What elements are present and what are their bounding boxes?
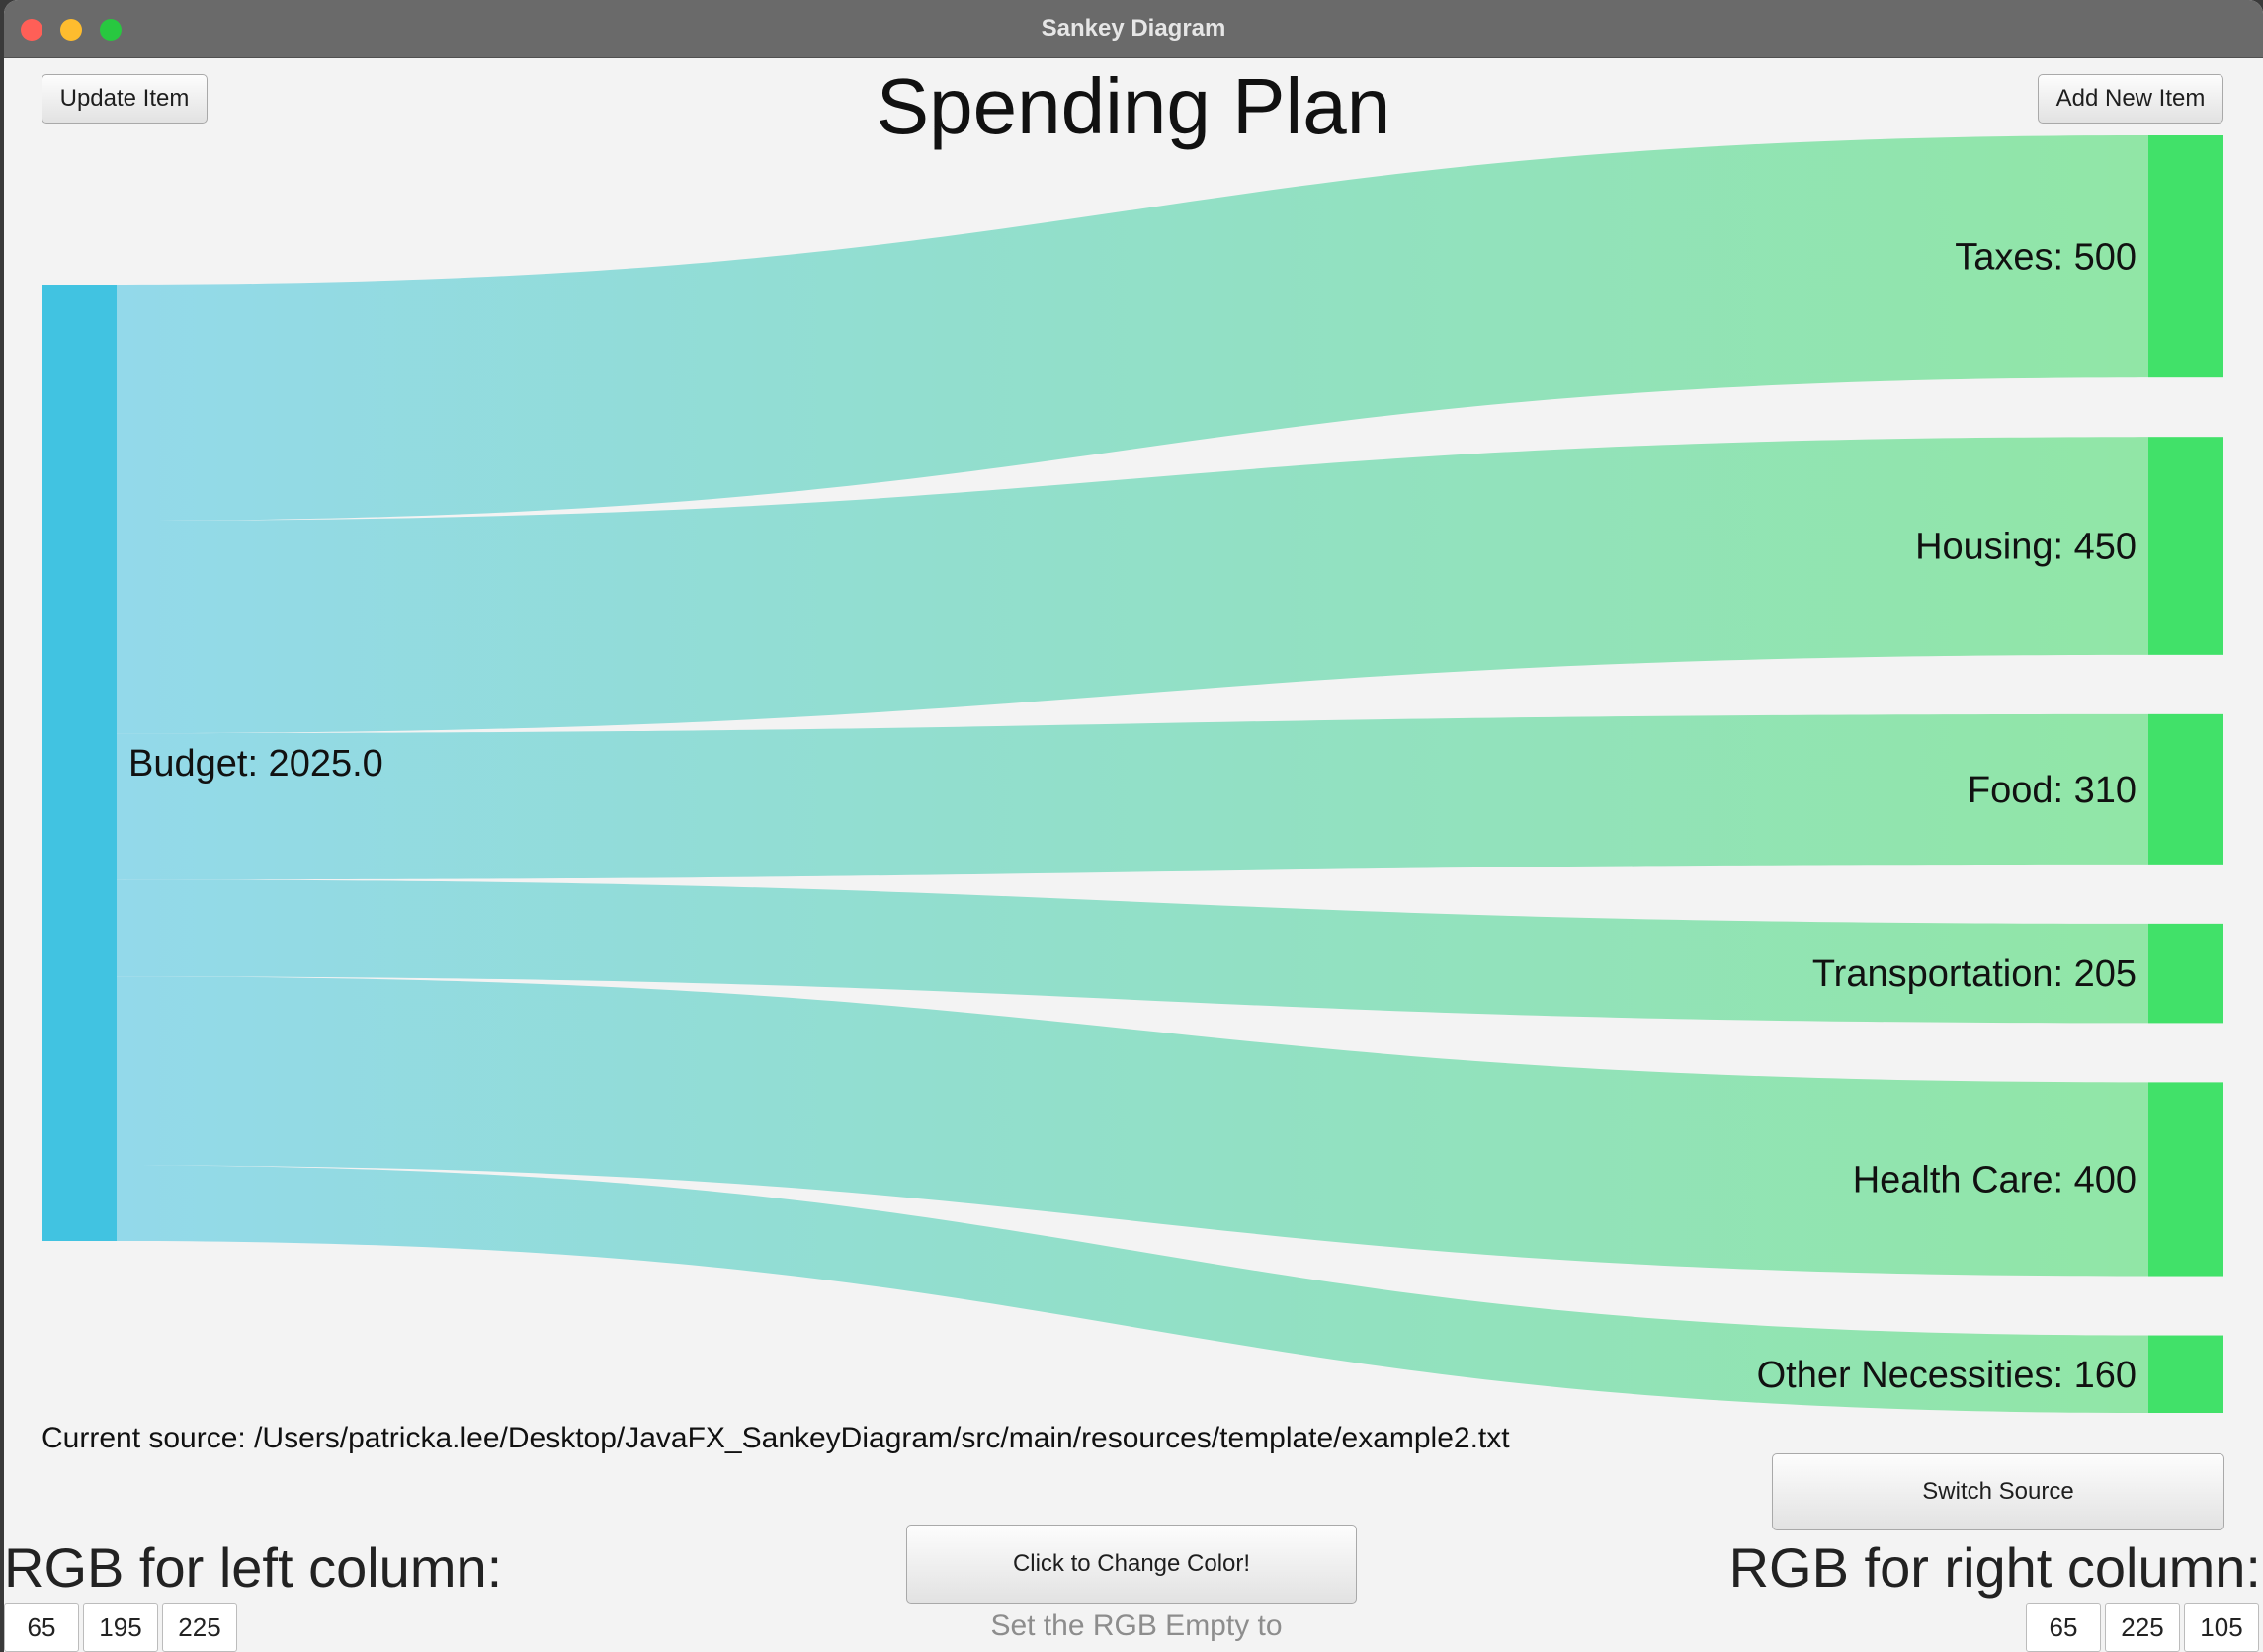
change-color-button[interactable]: Click to Change Color! xyxy=(906,1525,1357,1604)
app-window: Sankey Diagram Taxes: 500 Housing: 450 Foo… xyxy=(4,0,2263,1652)
target-node xyxy=(2148,437,2223,655)
target-node-label: Other Necessities: 160 xyxy=(1757,1355,2137,1396)
sankey-flow xyxy=(117,976,2148,1277)
rgb-left-r-input[interactable] xyxy=(4,1603,79,1652)
maximize-window-button[interactable] xyxy=(100,19,122,41)
sankey-diagram: Taxes: 500 Housing: 450 Food: 310 Transport… xyxy=(42,135,2223,1413)
sankey-flow xyxy=(117,135,2148,522)
target-node-label: Taxes: 500 xyxy=(1955,237,2137,279)
title-bar: Sankey Diagram xyxy=(4,0,2263,58)
target-node xyxy=(2148,713,2223,865)
window-title: Sankey Diagram xyxy=(1041,15,1226,41)
rgb-right-label: RGB for right column: xyxy=(1728,1536,2261,1599)
sankey-flow xyxy=(117,879,2148,1024)
sankey-flow xyxy=(117,1165,2148,1413)
sankey-flow xyxy=(117,713,2148,880)
rgb-left-b-input[interactable] xyxy=(162,1603,237,1652)
rgb-right-b-input[interactable] xyxy=(2184,1603,2259,1652)
update-item-button[interactable]: Update Item xyxy=(42,74,208,124)
target-node xyxy=(2148,1335,2223,1413)
source-node xyxy=(42,285,117,1241)
randomize-hint: Set the RGB Empty to Randomize. xyxy=(990,1610,1283,1652)
target-node xyxy=(2148,923,2223,1024)
switch-source-button[interactable]: Switch Source xyxy=(1772,1453,2224,1530)
sankey-flow xyxy=(117,437,2148,734)
rgb-left-label: RGB for left column: xyxy=(4,1536,503,1599)
diagram-title: Spending Plan xyxy=(876,62,1391,150)
target-node-label: Food: 310 xyxy=(1968,770,2137,811)
source-node-label: Budget: 2025.0 xyxy=(128,743,383,785)
add-new-item-button[interactable]: Add New Item xyxy=(2038,74,2223,124)
target-node-label: Housing: 450 xyxy=(1915,527,2137,568)
current-source-path: Current source: /Users/patricka.lee/Desk… xyxy=(42,1422,1510,1454)
minimize-window-button[interactable] xyxy=(60,19,82,41)
target-node xyxy=(2148,1082,2223,1277)
target-node-label: Transportation: 205 xyxy=(1812,953,2137,995)
rgb-right-g-input[interactable] xyxy=(2105,1603,2180,1652)
close-window-button[interactable] xyxy=(21,19,42,41)
rgb-left-g-input[interactable] xyxy=(83,1603,158,1652)
rgb-right-r-input[interactable] xyxy=(2026,1603,2101,1652)
target-node xyxy=(2148,135,2223,378)
target-node-label: Health Care: 400 xyxy=(1853,1159,2137,1200)
